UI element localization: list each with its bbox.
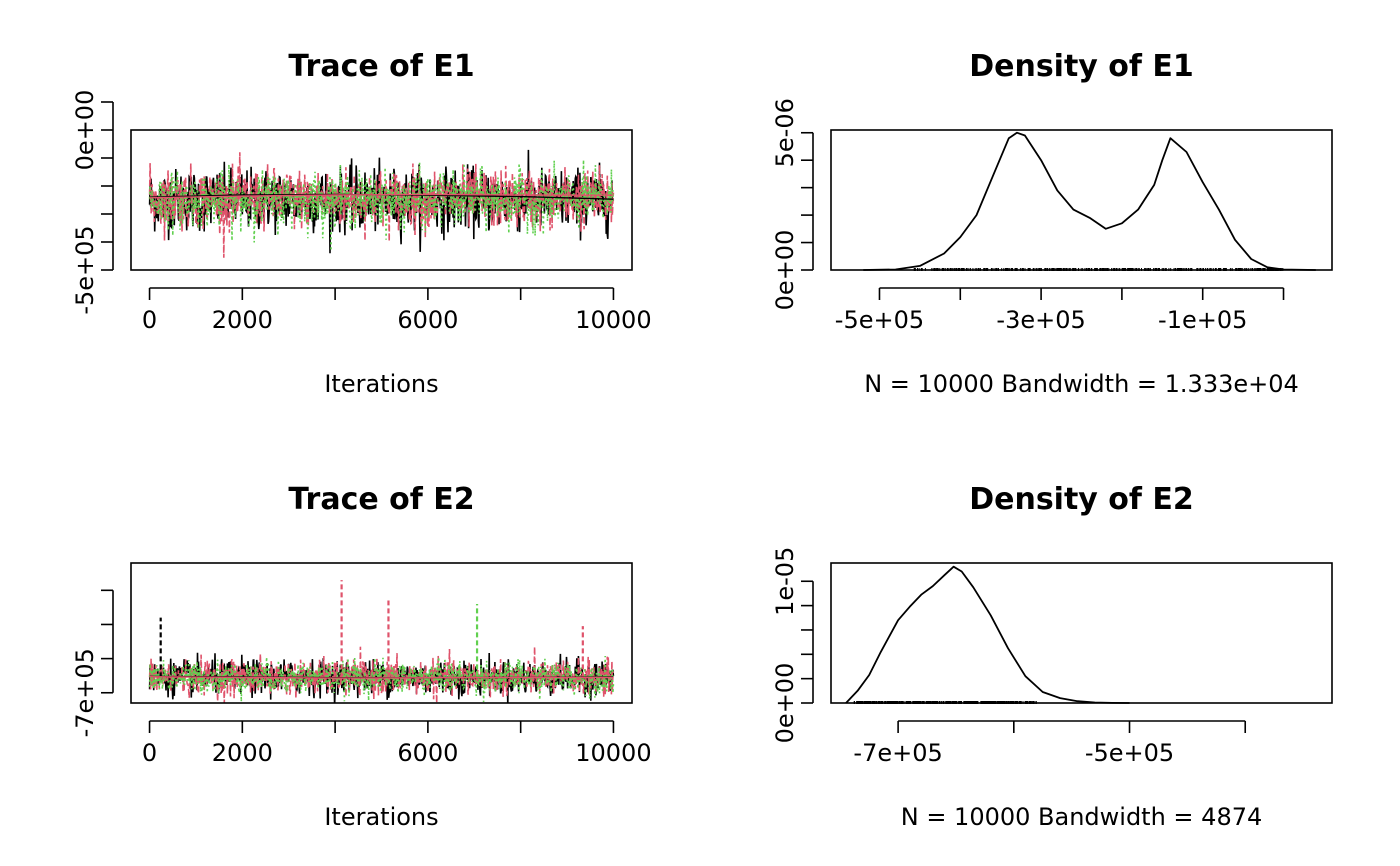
y-tick-label: 0e+00 <box>771 663 799 744</box>
trace-smooth-line-2 <box>149 676 614 679</box>
x-tick-label: 0 <box>142 739 157 767</box>
x-tick-label: 10000 <box>575 739 651 767</box>
x-tick-label: -1e+05 <box>1158 306 1247 334</box>
y-tick-label: 1e-05 <box>771 547 799 616</box>
density-curve <box>845 565 1130 704</box>
plot-frame <box>130 562 633 704</box>
x-tick-label: 2000 <box>212 306 273 334</box>
x-tick-label: -7e+05 <box>853 739 942 767</box>
trace-plot-area <box>148 149 615 258</box>
panel-1: Trace of E1 0 2000 6000 10000 -5e+05 0e+00 Iter… <box>71 49 652 398</box>
y-tick-label: -5e+05 <box>71 225 99 314</box>
x-tick-label: 6000 <box>397 739 458 767</box>
trace-smooth-line-2 <box>149 193 614 199</box>
x-tick-label: 2000 <box>212 739 273 767</box>
plot-frame <box>130 129 633 271</box>
trace-series-1 <box>148 652 615 703</box>
panel-title: Trace of E2 <box>288 482 474 517</box>
panel-title: Trace of E1 <box>288 49 474 84</box>
x-tick-label: -5e+05 <box>1085 739 1174 767</box>
x-tick-label: 0 <box>142 306 157 334</box>
trace-series-2 <box>148 152 615 258</box>
x-axis-label: Iterations <box>324 803 438 831</box>
x-tick-label: -5e+05 <box>835 306 924 334</box>
x-axis-label: Iterations <box>324 370 438 398</box>
x-tick-label: 6000 <box>397 306 458 334</box>
panel-title: Density of E1 <box>969 49 1194 84</box>
trace-series-3 <box>148 159 615 251</box>
y-tick-label: 0e+00 <box>771 230 799 311</box>
density-curve <box>863 131 1316 271</box>
trace-plot-area <box>148 580 615 703</box>
y-tick-label: 5e-06 <box>771 98 799 167</box>
plot-frame <box>830 562 1333 704</box>
panel-4: Density of E2 -7e+05 -5e+05 0e+00 1e-05 N = 1… <box>771 482 1333 831</box>
panel-3: Trace of E2 0 2000 6000 10000 -7e+05 Iteration… <box>71 482 652 831</box>
plot-frame <box>830 129 1333 271</box>
y-tick-label: -7e+05 <box>71 648 99 737</box>
x-axis-label: N = 10000 Bandwidth = 4874 <box>901 803 1263 831</box>
panel-title: Density of E2 <box>969 482 1194 517</box>
x-tick-label: 10000 <box>575 306 651 334</box>
x-axis-label: N = 10000 Bandwidth = 1.333e+04 <box>864 370 1299 398</box>
y-tick-label: 0e+00 <box>71 90 99 171</box>
panel-2: Density of E1 -5e+05 -3e+05 -1e+05 0e+00 5e-0… <box>771 49 1333 398</box>
x-tick-label: -3e+05 <box>996 306 1085 334</box>
trace-series-3 <box>148 655 615 703</box>
